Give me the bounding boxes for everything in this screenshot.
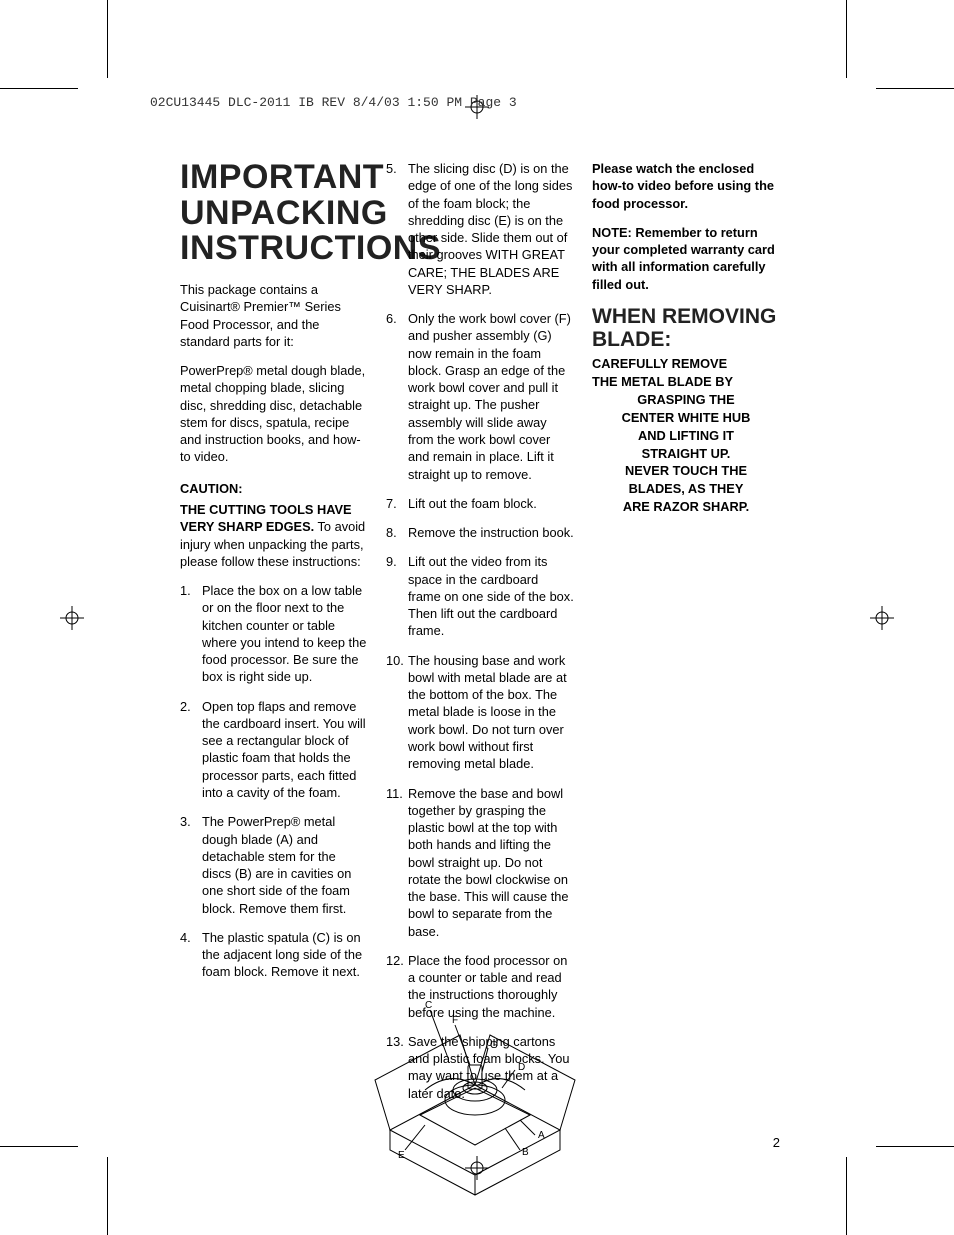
intro-paragraph: This package contains a Cuisinart® Premi… <box>180 281 368 350</box>
diagram-label-b: B <box>522 1147 529 1158</box>
crop-mark <box>876 88 954 89</box>
step-item: The PowerPrep® metal dough blade (A) and… <box>180 813 368 917</box>
blade-warning: CAREFULLY REMOVE THE METAL BLADE BY GRAS… <box>592 355 780 516</box>
blade-warn-line: NEVER TOUCH THE <box>592 462 780 480</box>
watch-video-note: Please watch the enclosed how-to video b… <box>592 160 780 212</box>
step-item: The plastic spatula (C) is on the adjace… <box>180 929 368 981</box>
print-slug: 02CU13445 DLC-2011 IB REV 8/4/03 1:50 PM… <box>150 95 517 110</box>
diagram-label-g: G <box>490 1040 498 1051</box>
crop-mark <box>876 1146 954 1147</box>
crop-mark <box>107 1157 108 1235</box>
crop-mark <box>0 88 78 89</box>
caution-body: THE CUTTING TOOLS HAVE VERY SHARP EDGES.… <box>180 501 368 570</box>
crop-mark <box>846 1157 847 1235</box>
step-item: The housing base and work bowl with meta… <box>386 652 574 773</box>
blade-warn-line: ARE RAZOR SHARP. <box>592 498 780 516</box>
warranty-note: NOTE: Remember to return your completed … <box>592 224 780 293</box>
parts-list: PowerPrep® metal dough blade, metal chop… <box>180 362 368 466</box>
registration-mark-icon <box>870 606 894 630</box>
step-item: The slicing disc (D) is on the edge of o… <box>386 160 574 298</box>
blade-warn-line: CAREFULLY REMOVE <box>592 355 780 373</box>
step-item: Open top flaps and remove the cardboard … <box>180 698 368 802</box>
blade-warn-line: GRASPING THE <box>592 391 780 409</box>
crop-mark <box>107 0 108 78</box>
blade-warn-line: THE METAL BLADE BY <box>592 373 780 391</box>
diagram-label-f: F <box>452 1015 458 1026</box>
page-number: 2 <box>773 1135 780 1150</box>
crop-mark <box>846 0 847 78</box>
removing-blade-section: WHEN REMOVING BLADE: CAREFULLY REMOVE TH… <box>592 305 780 516</box>
step-item: Lift out the foam block. <box>386 495 574 512</box>
diagram-label-d: D <box>518 1062 525 1073</box>
step-item: Lift out the video from its space in the… <box>386 553 574 639</box>
diagram-label-e: E <box>398 1150 405 1161</box>
blade-warn-line: CENTER WHITE HUB <box>592 409 780 427</box>
blade-warn-line: AND LIFTING IT <box>592 427 780 445</box>
registration-mark-icon <box>60 606 84 630</box>
removing-blade-title: WHEN REMOVING BLADE: <box>592 305 780 351</box>
step-item: Place the box on a low table or on the f… <box>180 582 368 686</box>
caution-label: CAUTION: <box>180 480 368 497</box>
diagram-label-a: A <box>538 1130 545 1141</box>
crop-mark <box>0 1146 78 1147</box>
packaging-diagram: C F G D A B E <box>370 970 580 1200</box>
diagram-label-c: C <box>425 1000 432 1011</box>
blade-warn-line: BLADES, AS THEY <box>592 480 780 498</box>
page-title: IMPORTANT UNPACKING INSTRUCTIONS <box>180 160 368 267</box>
blade-warn-line: STRAIGHT UP. <box>592 445 780 463</box>
step-item: Only the work bowl cover (F) and pusher … <box>386 310 574 483</box>
step-item: Remove the instruction book. <box>386 524 574 541</box>
step-item: Remove the base and bowl together by gra… <box>386 785 574 940</box>
